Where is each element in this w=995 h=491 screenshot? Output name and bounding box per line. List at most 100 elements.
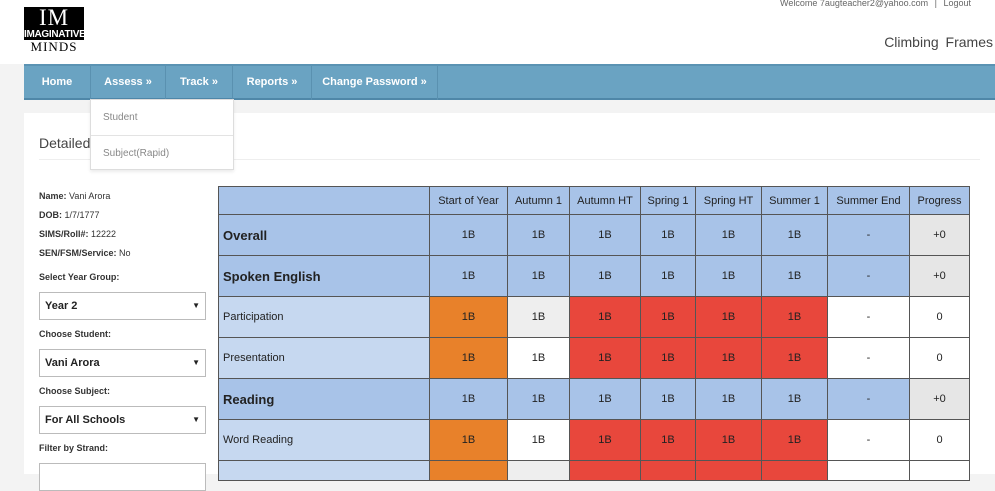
logout-link[interactable]: Logout [943, 0, 971, 8]
cell: 1B [640, 214, 696, 256]
school-name: Climbing Frames [884, 34, 993, 50]
cell: 1B [569, 419, 641, 461]
student-sen: SEN/FSM/Service: No [39, 248, 131, 258]
menu-item-subject-rapid[interactable]: Subject(Rapid) [91, 135, 233, 170]
header-summer-1: Summer 1 [761, 186, 828, 215]
logo-minds: MINDS [30, 39, 78, 54]
subject-select[interactable]: For All Schools ▼ [39, 406, 206, 434]
cell: 1B [695, 296, 762, 338]
logo-imaginative: IMAGINATIVE [24, 29, 86, 40]
table-row: Word Reading 1B 1B 1B 1B 1B 1B - 0 [218, 419, 970, 461]
progress-cell [909, 460, 970, 481]
row-label: Word Reading [218, 419, 430, 461]
header-progress: Progress [909, 186, 970, 215]
cell [507, 460, 570, 481]
progress-cell: 0 [909, 296, 970, 338]
cell: 1B [640, 255, 696, 297]
cell: 1B [507, 255, 570, 297]
cell: 1B [695, 337, 762, 379]
welcome-separator: | [934, 0, 937, 8]
table-row: Participation 1B 1B 1B 1B 1B 1B - 0 [218, 296, 970, 338]
nav-track[interactable]: Track » [166, 66, 233, 100]
cell: 1B [761, 378, 828, 420]
cell: 1B [569, 296, 641, 338]
header-start-of-year: Start of Year [429, 186, 508, 215]
row-label: Spoken English [218, 255, 430, 297]
table-row: Spoken English 1B 1B 1B 1B 1B 1B - +0 [218, 255, 970, 297]
header-label [218, 186, 430, 215]
row-label: Reading [218, 378, 430, 420]
header-spring-ht: Spring HT [695, 186, 762, 215]
caret-down-icon: ▼ [192, 415, 200, 424]
nav-assess[interactable]: Assess » [91, 66, 166, 100]
table-row: Overall 1B 1B 1B 1B 1B 1B - +0 [218, 214, 970, 256]
cell: 1B [761, 296, 828, 338]
cell: 1B [695, 419, 762, 461]
cell: 1B [507, 214, 570, 256]
table-row [218, 460, 970, 481]
student-name: Name: Vani Arora [39, 191, 111, 201]
caret-down-icon: ▼ [192, 358, 200, 367]
caret-down-icon: ▼ [192, 301, 200, 310]
row-label: Overall [218, 214, 430, 256]
student-dob: DOB: 1/7/1777 [39, 210, 100, 220]
cell: 1B [761, 419, 828, 461]
main-nav: Home Assess » Track » Reports » Change P… [24, 64, 995, 100]
imaginative-minds-logo[interactable]: IM IMAGINATIVE MINDS [24, 6, 86, 54]
nav-home[interactable]: Home [24, 66, 91, 100]
header-autumn-1: Autumn 1 [507, 186, 570, 215]
row-label [218, 460, 430, 481]
progress-cell: +0 [909, 214, 970, 256]
student-select[interactable]: Vani Arora ▼ [39, 349, 206, 377]
cell: 1B [429, 378, 508, 420]
cell: 1B [429, 296, 508, 338]
cell: - [827, 419, 910, 461]
cell: 1B [429, 337, 508, 379]
cell: 1B [695, 255, 762, 297]
cell [761, 460, 828, 481]
top-bar: IM IMAGINATIVE MINDS Welcome 7augteacher… [0, 0, 995, 64]
nav-change-password[interactable]: Change Password » [312, 66, 438, 100]
welcome-text: Welcome 7augteacher2@yahoo.com [780, 0, 929, 8]
table-header-row: Start of Year Autumn 1 Autumn HT Spring … [218, 186, 970, 215]
header-autumn-ht: Autumn HT [569, 186, 641, 215]
cell: 1B [640, 296, 696, 338]
menu-item-student[interactable]: Student [103, 112, 138, 123]
cell: 1B [507, 337, 570, 379]
cell: - [827, 378, 910, 420]
cell: 1B [507, 296, 570, 338]
cell: 1B [507, 419, 570, 461]
year-group-select[interactable]: Year 2 ▼ [39, 292, 206, 320]
row-label: Presentation [218, 337, 430, 379]
strand-select[interactable] [39, 463, 206, 491]
nav-reports[interactable]: Reports » [233, 66, 312, 100]
cell: 1B [640, 378, 696, 420]
cell: 1B [507, 378, 570, 420]
cell [695, 460, 762, 481]
student-sidebar: Name: Vani Arora DOB: 1/7/1777 SIMS/Roll… [39, 187, 209, 491]
page-title: Detailed [39, 135, 91, 151]
cell: 1B [640, 337, 696, 379]
content-panel: Detailed Name: Vani Arora DOB: 1/7/1777 … [24, 113, 995, 491]
progress-cell: 0 [909, 337, 970, 379]
cell [827, 460, 910, 481]
cell: - [827, 296, 910, 338]
cell [640, 460, 696, 481]
progress-table: Start of Year Autumn 1 Autumn HT Spring … [218, 186, 970, 481]
cell: 1B [761, 337, 828, 379]
cell [429, 460, 508, 481]
cell: - [827, 337, 910, 379]
strand-label: Filter by Strand: [39, 443, 109, 453]
progress-cell: +0 [909, 255, 970, 297]
progress-cell: +0 [909, 378, 970, 420]
cell: 1B [429, 255, 508, 297]
welcome-bar: Welcome 7augteacher2@yahoo.com | Logout [776, 0, 971, 8]
cell: - [827, 214, 910, 256]
cell [569, 460, 641, 481]
cell: 1B [569, 337, 641, 379]
title-divider [39, 159, 980, 160]
student-sims: SIMS/Roll#: 12222 [39, 229, 117, 239]
student-label: Choose Student: [39, 329, 111, 339]
cell: 1B [640, 419, 696, 461]
cell: - [827, 255, 910, 297]
